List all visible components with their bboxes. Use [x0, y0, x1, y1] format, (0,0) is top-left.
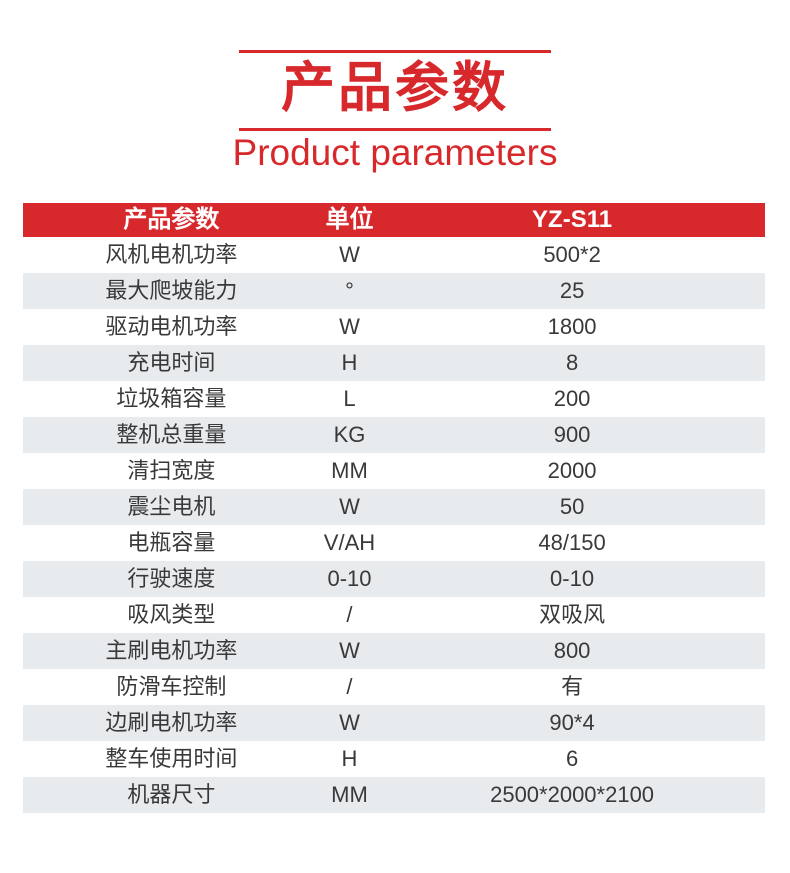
table-row: 机器尺寸 MM 2500*2000*2100	[23, 777, 765, 813]
cell-param: 震尘电机	[127, 494, 216, 519]
cell-value: 500*2	[543, 242, 601, 267]
cell-unit: KG	[333, 422, 366, 447]
cell-param: 风机电机功率	[105, 242, 238, 267]
cell-unit: MM	[331, 458, 368, 483]
cell-value: 6	[565, 746, 579, 771]
cell-unit: W	[339, 638, 360, 663]
cell-unit: H	[341, 746, 358, 771]
cell-param: 驱动电机功率	[105, 314, 238, 339]
cell-unit: MM	[331, 782, 368, 807]
cell-unit: W	[339, 494, 360, 519]
header-cell-unit: 单位	[325, 206, 374, 233]
cell-value: 2500*2000*2100	[490, 782, 655, 807]
cell-param: 防滑车控制	[116, 674, 227, 699]
cell-unit: °	[345, 278, 354, 303]
cell-value: 50	[559, 494, 585, 519]
table-row: 风机电机功率 W 500*2	[23, 237, 765, 273]
table-row: 防滑车控制 / 有	[23, 669, 765, 705]
table-row: 边刷电机功率 W 90*4	[23, 705, 765, 741]
cell-value: 有	[561, 674, 584, 699]
table-row: 吸风类型 / 双吸风	[23, 597, 765, 633]
cell-unit: W	[339, 242, 360, 267]
cell-unit: W	[339, 314, 360, 339]
table-row: 整车使用时间 H 6	[23, 741, 765, 777]
table-row: 主刷电机功率 W 800	[23, 633, 765, 669]
cell-unit: W	[339, 710, 360, 735]
cell-unit: /	[346, 602, 353, 627]
cell-param: 整车使用时间	[105, 746, 238, 771]
cell-param: 充电时间	[127, 350, 216, 375]
cell-value: 0-10	[550, 566, 595, 591]
title-bottom-rule	[239, 128, 551, 131]
table-row: 电瓶容量 V/AH 48/150	[23, 525, 765, 561]
table-row: 最大爬坡能力 ° 25	[23, 273, 765, 309]
cell-value: 1800	[547, 314, 597, 339]
cell-value: 200	[553, 386, 591, 411]
cell-param: 行驶速度	[127, 566, 216, 591]
cell-unit: V/AH	[323, 530, 376, 555]
cell-value: 双吸风	[539, 602, 606, 627]
cell-value: 25	[559, 278, 585, 303]
spec-table-header: 产品参数 单位 YZ-S11	[23, 203, 765, 237]
cell-unit: 0-10	[327, 566, 372, 591]
table-row: 整机总重量 KG 900	[23, 417, 765, 453]
title-top-rule	[239, 50, 551, 53]
cell-value: 900	[553, 422, 591, 447]
table-row: 驱动电机功率 W 1800	[23, 309, 765, 345]
cell-param: 清扫宽度	[127, 458, 216, 483]
table-row: 充电时间 H 8	[23, 345, 765, 381]
cell-param: 电瓶容量	[127, 530, 216, 555]
table-row: 垃圾箱容量 L 200	[23, 381, 765, 417]
cell-unit: /	[346, 674, 353, 699]
table-row: 行驶速度 0-10 0-10	[23, 561, 765, 597]
cell-param: 最大爬坡能力	[105, 278, 238, 303]
cell-value: 90*4	[549, 710, 595, 735]
page-title: 产品参数	[281, 58, 509, 118]
header-cell-param: 产品参数	[123, 206, 220, 233]
cell-param: 主刷电机功率	[105, 638, 238, 663]
table-row: 清扫宽度 MM 2000	[23, 453, 765, 489]
header-cell-model: YZ-S11	[532, 206, 613, 233]
cell-unit: L	[343, 386, 356, 411]
table-row: 震尘电机 W 50	[23, 489, 765, 525]
cell-param: 整机总重量	[116, 422, 227, 447]
cell-param: 边刷电机功率	[105, 710, 238, 735]
spec-table-body: 风机电机功率 W 500*2 最大爬坡能力 ° 25 驱动电机功率 W 1800 充电时间 H 8 垃圾…	[23, 237, 765, 813]
cell-value: 48/150	[538, 530, 606, 555]
cell-value: 2000	[547, 458, 597, 483]
cell-param: 机器尺寸	[127, 782, 216, 807]
spec-table: 产品参数 单位 YZ-S11 风机电机功率 W 500*2 最大爬坡能力 ° 25 驱动电机…	[23, 203, 765, 813]
cell-param: 吸风类型	[127, 602, 216, 627]
cell-value: 8	[565, 350, 579, 375]
cell-param: 垃圾箱容量	[116, 386, 227, 411]
cell-value: 800	[553, 638, 591, 663]
page-subtitle: Product parameters	[232, 132, 558, 173]
cell-unit: H	[341, 350, 358, 375]
